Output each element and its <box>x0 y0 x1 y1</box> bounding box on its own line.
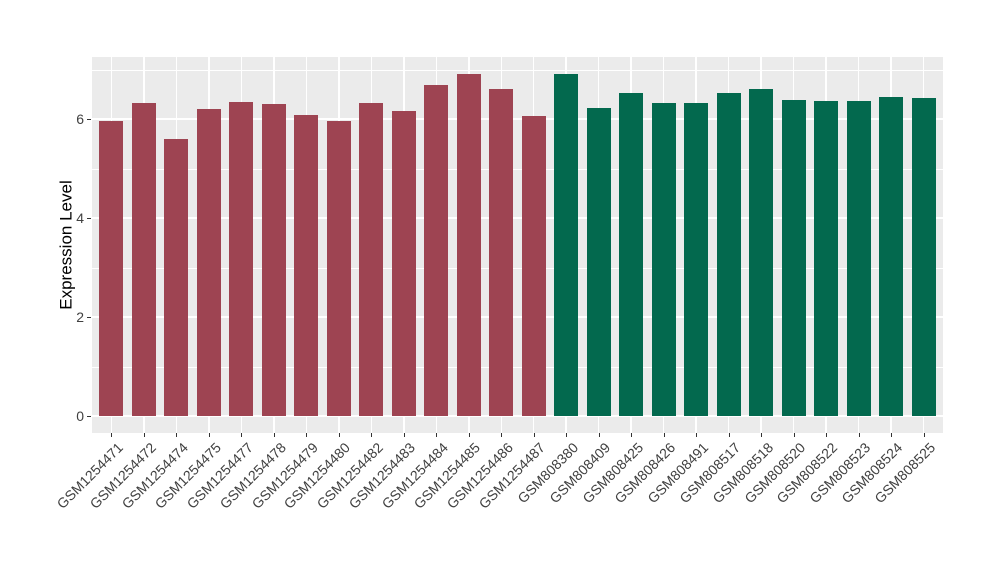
gridline-major-y-6 <box>92 118 943 120</box>
gridline-minor-y-5 <box>92 168 943 170</box>
bar-GSM808525 <box>911 97 936 416</box>
x-tick-mark-GSM808517 <box>728 433 730 437</box>
bar-GSM1254483 <box>391 111 416 416</box>
bar-GSM808380 <box>554 73 579 416</box>
x-tick-mark-GSM1254472 <box>143 433 145 437</box>
y-tick-label-4: 4 <box>76 210 84 226</box>
bar-GSM1254475 <box>196 109 221 416</box>
x-tick-mark-GSM1254485 <box>468 433 470 437</box>
y-tick-mark-6 <box>87 119 91 120</box>
x-tick-mark-GSM808425 <box>631 433 633 437</box>
bar-GSM1254485 <box>456 74 481 416</box>
bar-GSM1254482 <box>359 103 384 416</box>
bar-GSM808517 <box>716 92 741 416</box>
bar-GSM1254477 <box>229 102 254 416</box>
x-tick-mark-GSM808380 <box>566 433 568 437</box>
bar-GSM808425 <box>619 92 644 416</box>
bar-GSM808426 <box>651 102 676 416</box>
bar-GSM1254472 <box>131 102 156 416</box>
bar-GSM808524 <box>879 96 904 416</box>
y-tick-mark-4 <box>87 218 91 219</box>
x-tick-mark-GSM808491 <box>696 433 698 437</box>
bar-GSM1254486 <box>489 89 514 416</box>
bar-GSM1254484 <box>424 84 449 416</box>
bar-GSM1254479 <box>294 114 319 416</box>
x-tick-mark-GSM1254483 <box>403 433 405 437</box>
x-tick-mark-GSM1254478 <box>273 433 275 437</box>
x-tick-mark-GSM1254484 <box>436 433 438 437</box>
bar-GSM1254480 <box>326 121 351 416</box>
y-tick-label-0: 0 <box>76 408 84 424</box>
gridline-minor-y-7 <box>92 69 943 71</box>
y-tick-mark-2 <box>87 317 91 318</box>
x-tick-mark-GSM1254482 <box>371 433 373 437</box>
x-tick-mark-GSM808525 <box>923 433 925 437</box>
bar-GSM1254474 <box>164 138 189 416</box>
x-tick-mark-GSM808524 <box>891 433 893 437</box>
gridline-major-y-4 <box>92 217 943 219</box>
bar-GSM808518 <box>749 88 774 416</box>
x-tick-mark-GSM1254480 <box>338 433 340 437</box>
x-tick-mark-GSM808426 <box>663 433 665 437</box>
gridline-minor-y-3 <box>92 267 943 269</box>
bar-GSM1254471 <box>99 121 124 416</box>
x-tick-mark-GSM1254471 <box>111 433 113 437</box>
bar-GSM808523 <box>846 100 871 416</box>
bar-GSM808409 <box>586 108 611 416</box>
bar-GSM1254478 <box>261 104 286 416</box>
gridline-major-y-0 <box>92 415 943 417</box>
x-tick-mark-GSM808518 <box>761 433 763 437</box>
bar-GSM1254487 <box>521 116 546 416</box>
bar-GSM808520 <box>781 100 806 416</box>
x-tick-mark-GSM1254479 <box>306 433 308 437</box>
x-tick-mark-GSM1254477 <box>241 433 243 437</box>
x-tick-mark-GSM1254474 <box>176 433 178 437</box>
bar-GSM808522 <box>814 101 839 416</box>
plot-panel <box>92 57 943 433</box>
x-tick-mark-GSM808409 <box>598 433 600 437</box>
y-tick-label-6: 6 <box>76 111 84 127</box>
y-axis-title: Expression Level <box>57 180 76 310</box>
x-tick-mark-GSM1254487 <box>533 433 535 437</box>
y-tick-mark-0 <box>87 416 91 417</box>
gridline-minor-y-1 <box>92 366 943 368</box>
x-tick-mark-GSM808522 <box>826 433 828 437</box>
x-tick-mark-GSM1254486 <box>501 433 503 437</box>
y-tick-label-2: 2 <box>76 309 84 325</box>
x-tick-mark-GSM1254475 <box>208 433 210 437</box>
bar-GSM808491 <box>684 102 709 416</box>
gridline-major-y-2 <box>92 316 943 318</box>
x-tick-mark-GSM808523 <box>858 433 860 437</box>
x-tick-mark-GSM808520 <box>793 433 795 437</box>
